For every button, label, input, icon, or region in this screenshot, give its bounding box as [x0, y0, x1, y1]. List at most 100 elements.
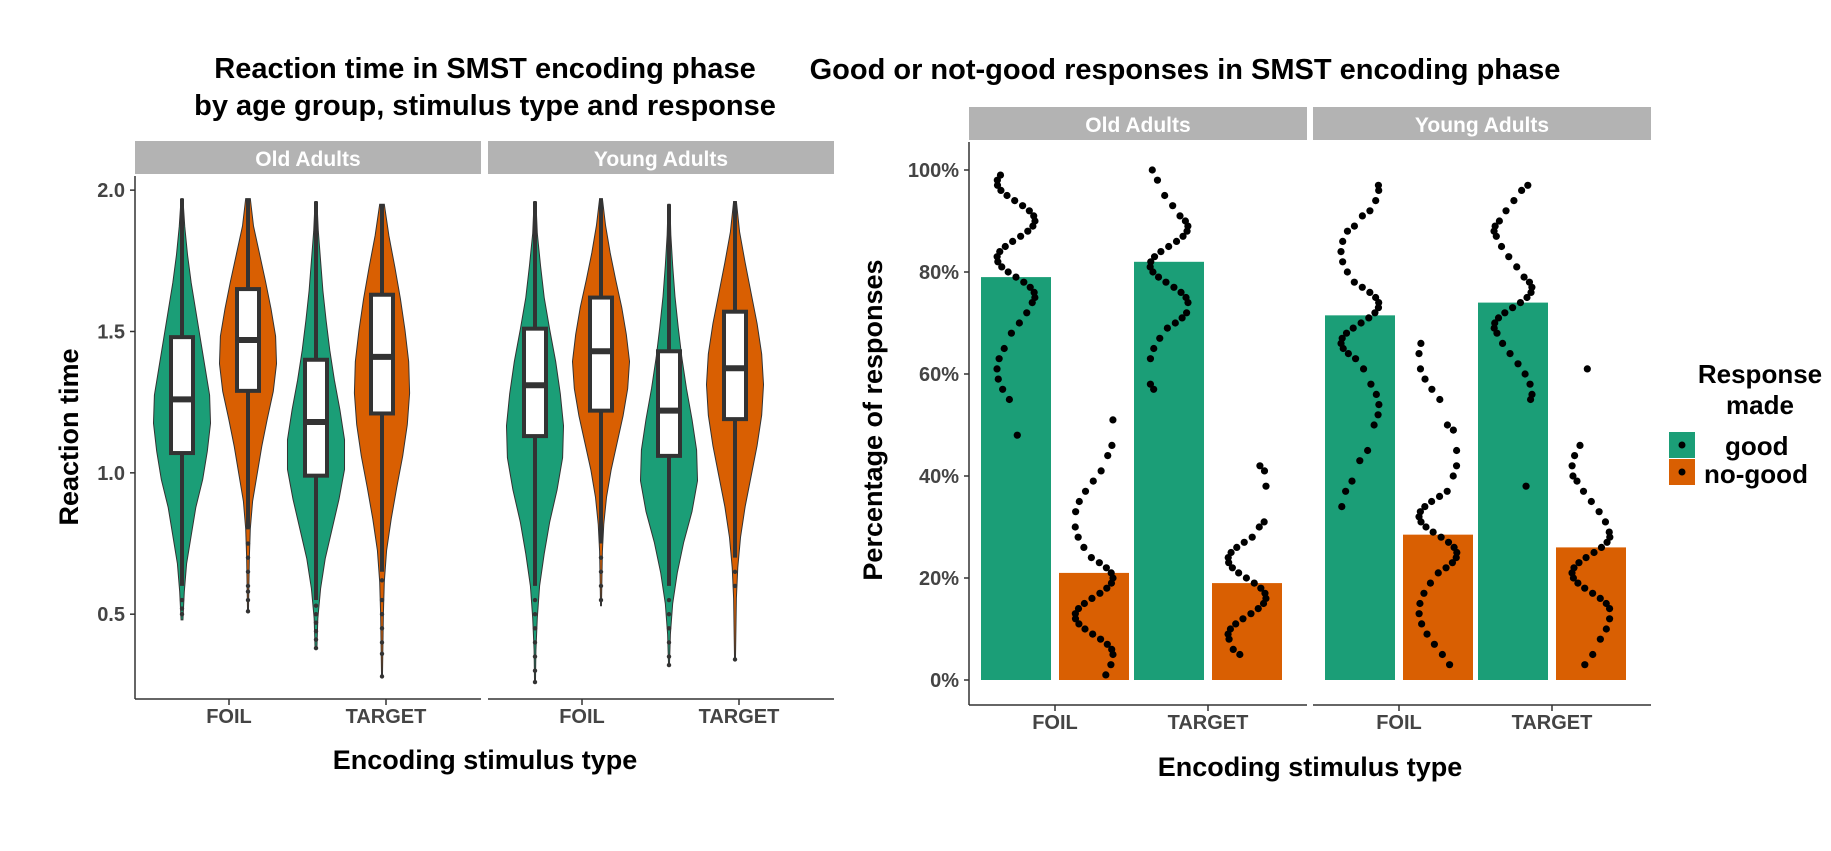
outlier-old-adults-foil-no-good-3: [245, 583, 251, 589]
bar-x-axis-title: Encoding stimulus type: [1158, 752, 1463, 782]
point-old-adults-target-no-good-22: [1232, 620, 1240, 628]
outlier-old-adults-foil-no-good-0: [245, 541, 251, 546]
point-young-adults-target-good-1: [1518, 186, 1526, 194]
point-young-adults-target-no-good-19: [1569, 574, 1578, 582]
point-young-adults-target-no-good-16: [1575, 559, 1583, 567]
bar-chart: Good or not-good responses in SMST encod…: [810, 54, 1823, 782]
point-old-adults-target-good-17: [1162, 278, 1170, 286]
violin-x-ticks: FOIL TARGET FOIL TARGET: [206, 699, 779, 728]
point-young-adults-foil-good-26: [1351, 355, 1360, 363]
point-old-adults-target-good-15: [1149, 268, 1157, 276]
outlier-young-adults-target-good-5: [666, 662, 672, 668]
bar-title: Good or not-good responses in SMST encod…: [810, 54, 1561, 86]
outlier-young-adults-target-good-2: [666, 626, 672, 631]
violin-y-tick-label-2: 1.5: [97, 321, 125, 343]
point-old-adults-foil-good-4: [1003, 191, 1011, 200]
point-old-adults-foil-no-good-9: [1074, 533, 1082, 541]
point-old-adults-target-good-10: [1165, 242, 1173, 251]
violin-x-axis-title: Encoding stimulus type: [333, 745, 638, 775]
point-young-adults-target-good-29: [1526, 395, 1535, 404]
point-young-adults-target-no-good-22: [1589, 589, 1597, 597]
outlier-old-adults-foil-no-good-1: [245, 555, 251, 560]
outlier-old-adults-target-no-good-6: [379, 674, 385, 679]
point-old-adults-foil-good-6: [1018, 202, 1027, 210]
violin-panel-young-adults: [505, 198, 765, 685]
point-old-adults-target-good-8: [1179, 232, 1187, 240]
outlier-young-adults-foil-no-good-1: [598, 569, 604, 574]
point-old-adults-foil-no-good-2: [1104, 452, 1112, 460]
bar-y-tick-label-3: 60%: [919, 364, 959, 386]
point-young-adults-target-good-9: [1505, 253, 1513, 261]
bar-panel-old-adults: [981, 166, 1282, 680]
point-young-adults-foil-good-10: [1343, 268, 1351, 276]
point-young-adults-foil-no-good-1: [1415, 350, 1423, 358]
outlier-old-adults-target-no-good-5: [379, 651, 385, 656]
bar-y-tick-label-5: 100%: [908, 160, 959, 182]
point-old-adults-foil-no-good-11: [1087, 554, 1095, 562]
outlier-old-adults-foil-good-1: [179, 606, 185, 611]
point-young-adults-target-good-22: [1493, 329, 1501, 337]
violin-x-tick-label-young-adults-foil: FOIL: [559, 706, 605, 728]
point-young-adults-foil-no-good-27: [1434, 569, 1442, 577]
point-old-adults-target-good-27: [1150, 344, 1158, 353]
point-old-adults-foil-good-22: [1026, 283, 1034, 291]
point-young-adults-foil-no-good-18: [1422, 523, 1430, 531]
point-old-adults-target-no-good-21: [1239, 615, 1247, 623]
outlier-old-adults-target-no-good-4: [379, 640, 385, 645]
point-young-adults-foil-no-good-17: [1417, 518, 1425, 526]
point-young-adults-target-good-10: [1513, 263, 1521, 271]
point-old-adults-foil-no-good-28: [1103, 640, 1111, 648]
bar-x-tick-label-old-adults-target: TARGET: [1168, 712, 1249, 734]
point-old-adults-target-good-1: [1153, 176, 1162, 184]
point-young-adults-foil-no-good-0: [1417, 339, 1425, 347]
outlier-old-adults-foil-no-good-5: [245, 597, 251, 603]
point-old-adults-foil-good-5: [1011, 197, 1019, 205]
bar-x-tick-label-young-adults-foil: FOIL: [1376, 712, 1422, 734]
point-old-adults-foil-no-good-6: [1075, 497, 1083, 506]
outlier-young-adults-target-no-good-0: [732, 569, 738, 574]
point-old-adults-foil-good-19: [1004, 268, 1012, 276]
point-young-adults-foil-good-8: [1337, 248, 1345, 256]
point-young-adults-target-good-17: [1509, 304, 1517, 312]
point-young-adults-foil-good-25: [1344, 350, 1352, 358]
point-young-adults-target-no-good-7: [1587, 497, 1595, 506]
point-old-adults-foil-good-7: [1025, 207, 1033, 215]
point-young-adults-foil-good-16: [1374, 304, 1383, 312]
point-old-adults-target-good-24: [1171, 319, 1179, 327]
bar-old-adults-foil-good: [981, 277, 1051, 680]
point-young-adults-foil-good-13: [1366, 288, 1374, 296]
box-young-adults-target-good: [656, 349, 682, 458]
point-old-adults-foil-good-3: [997, 186, 1005, 194]
point-old-adults-foil-good-17: [994, 258, 1002, 266]
point-young-adults-target-no-good-21: [1581, 584, 1589, 592]
outlier-old-adults-target-no-good-1: [379, 597, 385, 603]
point-young-adults-target-good-0: [1524, 181, 1532, 189]
legend-title-line-1: Response: [1698, 359, 1822, 389]
point-old-adults-target-no-good-5: [1248, 533, 1256, 541]
point-old-adults-foil-no-good-5: [1081, 487, 1090, 495]
outlier-young-adults-target-good-1: [666, 611, 672, 617]
point-old-adults-target-no-good-15: [1257, 584, 1265, 592]
point-old-adults-foil-good-27: [1015, 319, 1023, 327]
point-young-adults-foil-no-good-11: [1443, 487, 1451, 495]
point-young-adults-target-good-8: [1497, 242, 1506, 251]
point-old-adults-foil-no-good-3: [1097, 467, 1105, 475]
point-old-adults-foil-no-good-18: [1096, 589, 1104, 597]
point-old-adults-foil-no-good-25: [1081, 625, 1089, 633]
point-young-adults-target-no-good-2: [1570, 452, 1579, 460]
outlier-young-adults-target-no-good-1: [732, 583, 738, 589]
bar-old-adults-target-no-good: [1212, 583, 1282, 680]
point-old-adults-target-good-4: [1176, 212, 1184, 220]
violin-y-tick-label-1: 1.0: [97, 463, 125, 485]
point-old-adults-foil-good-21: [1020, 278, 1028, 286]
outlier-old-adults-target-no-good-3: [379, 626, 385, 631]
point-old-adults-target-good-19: [1177, 288, 1185, 296]
violin-y-tick-label-3: 2.0: [97, 180, 125, 202]
point-young-adults-target-good-26: [1521, 370, 1529, 378]
point-old-adults-target-good-22: [1183, 309, 1191, 317]
outlier-young-adults-foil-good-2: [532, 626, 538, 631]
outlier-young-adults-foil-good-5: [532, 668, 538, 673]
point-old-adults-foil-good-29: [1000, 344, 1008, 353]
point-old-adults-target-good-7: [1183, 227, 1191, 235]
